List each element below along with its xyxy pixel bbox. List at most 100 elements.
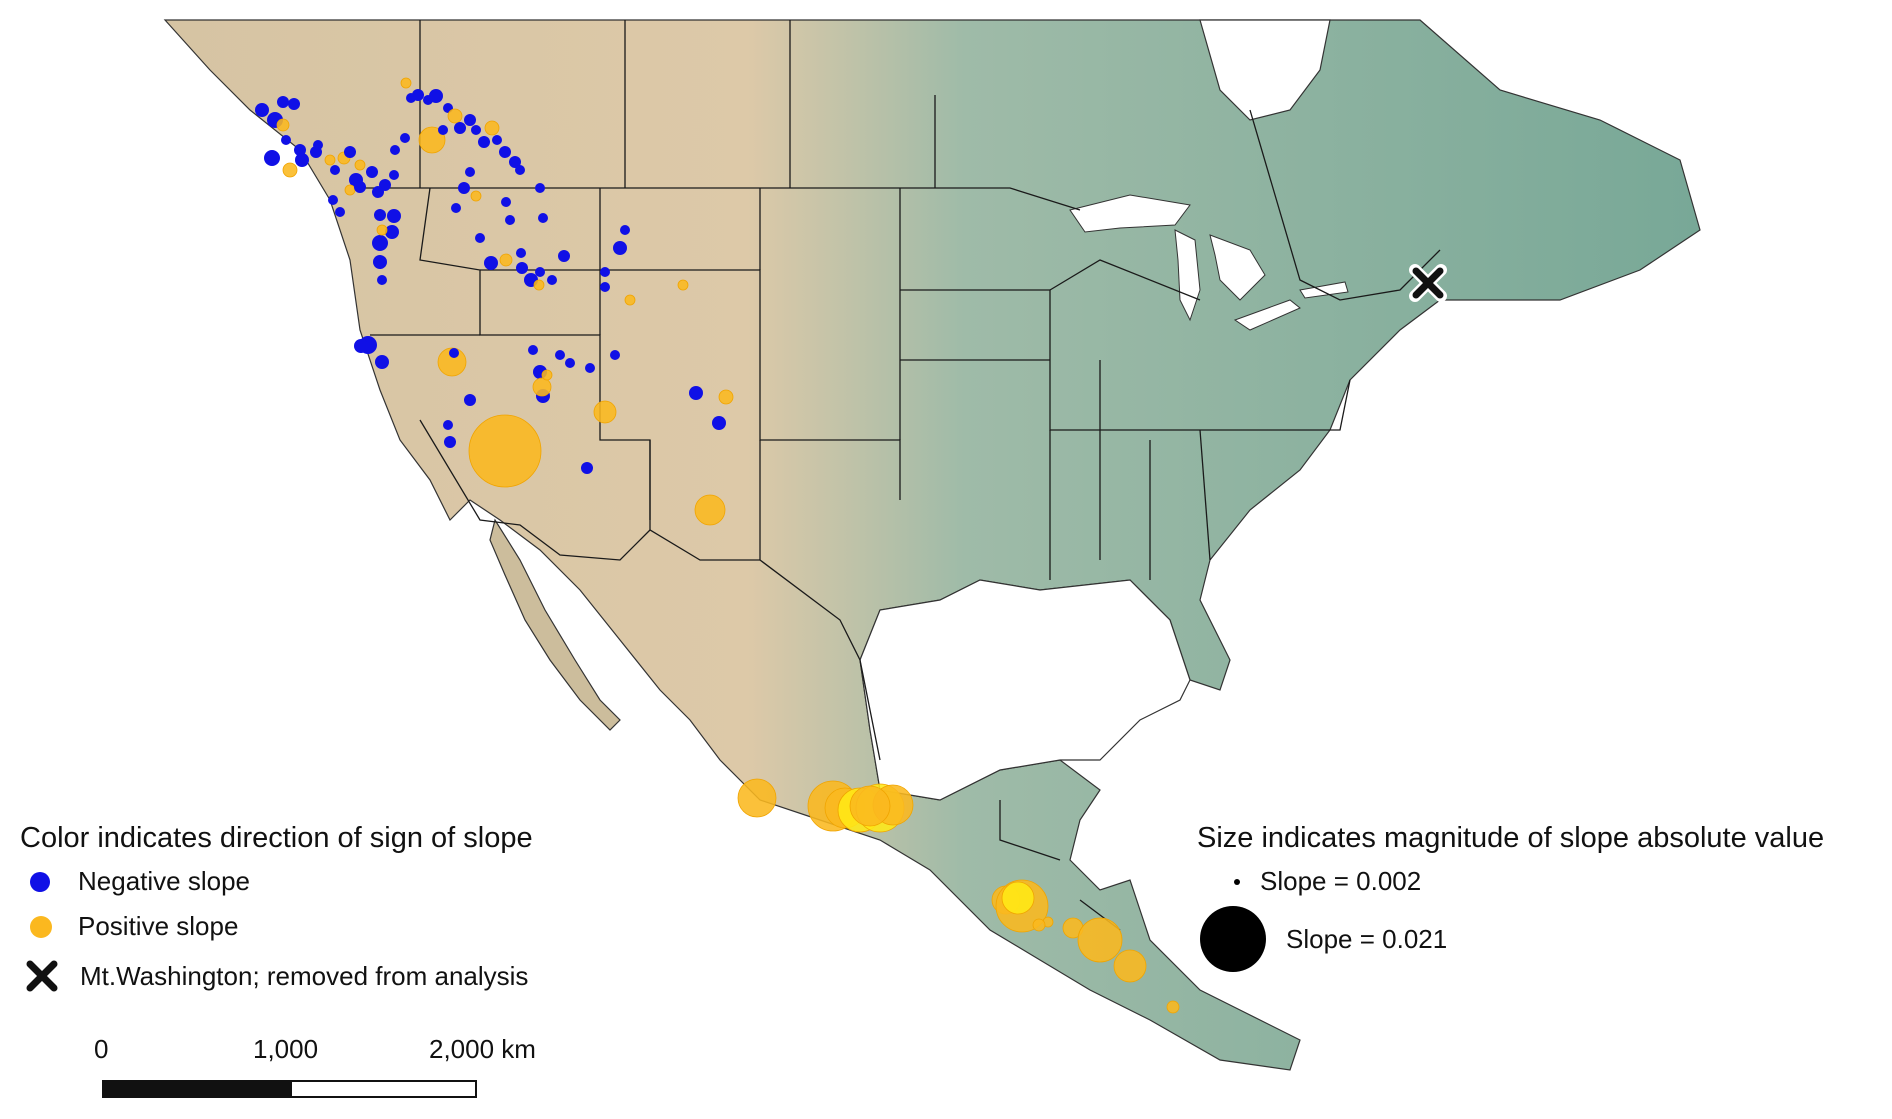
negative-slope-point xyxy=(454,122,466,134)
negative-slope-point xyxy=(389,170,399,180)
negative-slope-point xyxy=(366,166,378,178)
positive-slope-point xyxy=(1001,881,1035,915)
negative-slope-point xyxy=(547,275,557,285)
positive-slope-point xyxy=(694,494,726,526)
positive-slope-point xyxy=(447,108,463,124)
negative-slope-point xyxy=(538,213,548,223)
negative-slope-point xyxy=(581,462,593,474)
negative-slope-point xyxy=(444,436,456,448)
small-black-circle-icon xyxy=(1234,878,1240,885)
negative-slope-point xyxy=(277,96,289,108)
negative-slope-point xyxy=(438,125,448,135)
negative-slope-point xyxy=(558,250,570,262)
negative-slope-point xyxy=(313,140,323,150)
legend-item-mt-washington: Mt.Washington; removed from analysis xyxy=(24,958,528,994)
negative-slope-point xyxy=(354,181,366,193)
hudson-bay xyxy=(1199,19,1331,121)
negative-slope-point xyxy=(565,358,575,368)
negative-slope-point xyxy=(515,165,525,175)
negative-slope-point xyxy=(610,350,620,360)
landmass-baja-california xyxy=(489,518,621,731)
negative-slope-point xyxy=(375,355,389,369)
positive-slope-point xyxy=(468,414,542,488)
positive-slope-point xyxy=(541,369,553,381)
positive-slope-point xyxy=(533,279,545,291)
negative-slope-point xyxy=(449,348,459,358)
scale-tick-1000: 1,000 xyxy=(253,1034,319,1064)
positive-slope-point xyxy=(437,347,467,377)
negative-slope-point xyxy=(555,350,565,360)
negative-slope-point xyxy=(328,195,338,205)
negative-slope-point xyxy=(535,183,545,193)
legend-size-large-label: Slope = 0.021 xyxy=(1286,923,1448,954)
legend-item-positive-label: Positive slope xyxy=(78,911,239,941)
legend-item-negative-label: Negative slope xyxy=(78,866,250,896)
negative-slope-point xyxy=(373,255,387,269)
negative-slope-point xyxy=(600,282,610,292)
positive-slope-point xyxy=(593,400,617,424)
negative-slope-point xyxy=(377,275,387,285)
negative-slope-point xyxy=(492,135,502,145)
negative-slope-point xyxy=(387,209,401,223)
lake-erie-ontario xyxy=(1233,281,1349,331)
negative-slope-point xyxy=(516,262,528,274)
negative-slope-point xyxy=(464,394,476,406)
positive-slope-point xyxy=(1032,918,1046,932)
negative-slope-point xyxy=(501,197,511,207)
political-borders xyxy=(360,20,1441,931)
negative-slope-point xyxy=(535,267,545,277)
negative-slope-point xyxy=(585,363,595,373)
positive-slope-point xyxy=(276,118,290,132)
negative-slope-point xyxy=(443,420,453,430)
positive-slope-point xyxy=(418,126,446,154)
negative-slope-point xyxy=(516,248,526,258)
legend-size-large: Slope = 0.021 xyxy=(1200,906,1447,972)
negative-slope-point xyxy=(281,135,291,145)
positive-slope-point xyxy=(470,190,482,202)
negative-slope-point xyxy=(390,145,400,155)
lake-superior xyxy=(1069,194,1191,233)
negative-slope-point xyxy=(295,153,309,167)
negative-slope-point xyxy=(689,386,703,400)
positive-slope-point xyxy=(1077,917,1123,963)
large-black-circle-icon xyxy=(1200,906,1266,972)
negative-slope-point xyxy=(335,207,345,217)
scale-tick-2000: 2,000 km xyxy=(429,1034,536,1064)
positive-slope-point xyxy=(499,253,513,267)
positive-slope-point xyxy=(1113,949,1147,983)
negative-slope-point xyxy=(458,182,470,194)
positive-slope-point xyxy=(324,154,336,166)
negative-slope-point xyxy=(471,125,481,135)
negative-slope-point xyxy=(465,167,475,177)
positive-slope-point xyxy=(282,162,298,178)
legend-item-negative-slope: Negative slope xyxy=(30,866,250,897)
negative-slope-point xyxy=(509,156,521,168)
negative-slope-point xyxy=(264,150,280,166)
negative-slope-point xyxy=(385,225,399,239)
legend-direction-title: Color indicates direction of sign of slo… xyxy=(20,822,533,854)
positive-slope-point xyxy=(532,377,552,397)
positive-slope-point xyxy=(849,785,891,827)
positive-slope-point xyxy=(400,77,412,89)
negative-slope-point xyxy=(478,136,490,148)
positive-slope-point xyxy=(376,224,388,236)
legend-size-title: Size indicates magnitude of slope absolu… xyxy=(1197,822,1825,854)
positive-slope-point xyxy=(737,778,777,818)
negative-slope-point xyxy=(464,114,476,126)
negative-slope-point xyxy=(344,146,356,158)
negative-slope-point xyxy=(400,133,410,143)
positive-slope-point xyxy=(718,389,734,405)
negative-slope-point xyxy=(620,225,630,235)
negative-slope-point xyxy=(372,186,384,198)
negative-slope-point xyxy=(374,209,386,221)
legend-item-mt-washington-label: Mt.Washington; removed from analysis xyxy=(80,960,529,991)
negative-slope-point xyxy=(372,235,388,251)
negative-slope-point xyxy=(484,256,498,270)
scale-bar-black-segment xyxy=(102,1080,292,1098)
gulf-of-mexico xyxy=(859,579,1191,801)
scale-bar-white-segment xyxy=(290,1080,477,1098)
positive-slope-point xyxy=(344,184,356,196)
positive-slope-point xyxy=(484,120,500,136)
